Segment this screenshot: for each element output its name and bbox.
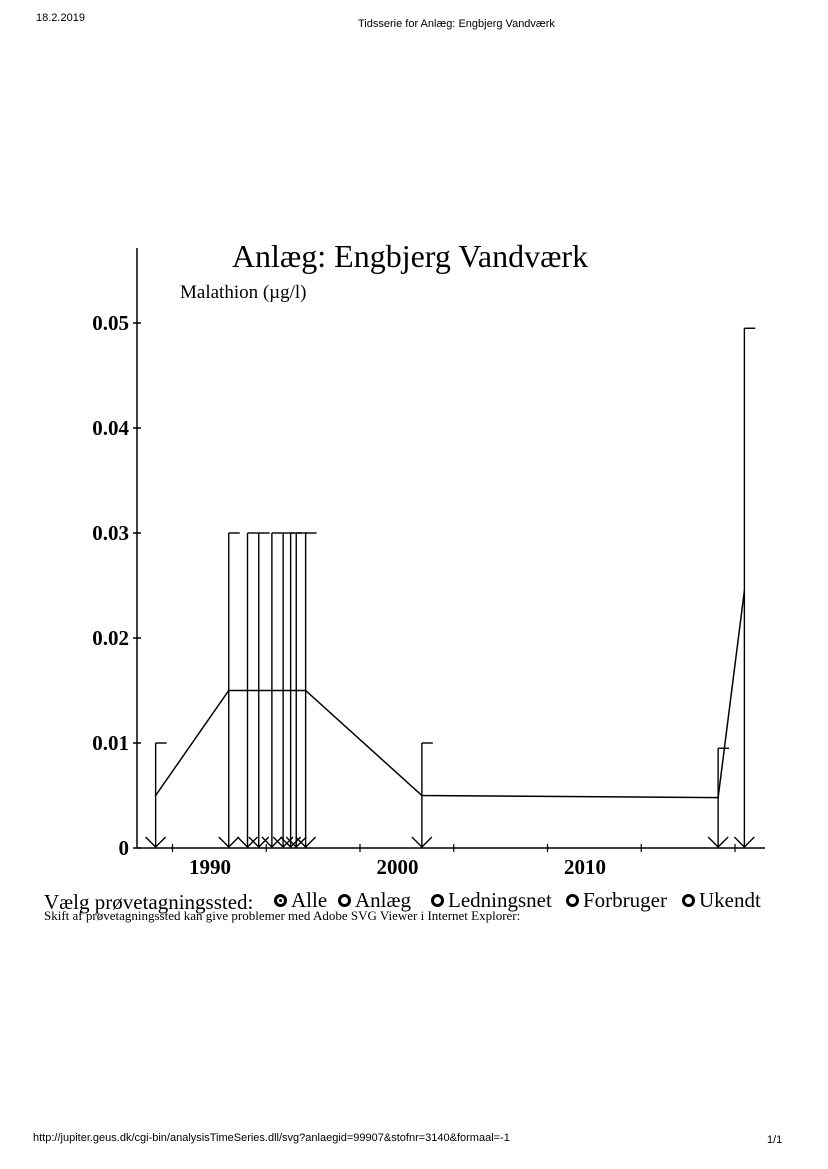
chart-title: Anlæg: Engbjerg Vandværk <box>232 238 588 274</box>
limit-chevron <box>411 836 433 848</box>
series-point <box>717 796 719 799</box>
series-point <box>421 794 423 797</box>
y-tick-label: 0.01 <box>92 731 129 755</box>
radio-unchecked-icon <box>338 894 351 907</box>
viewer-warning: Skift af prøvetagningssted kan give prob… <box>44 908 521 923</box>
radio-label-forbruger: Forbruger <box>583 888 667 912</box>
limit-chevron <box>285 836 307 848</box>
print-date: 18.2.2019 <box>36 12 85 24</box>
y-tick-label: 0.02 <box>92 626 129 650</box>
tick-labels: 0 0.01 0.02 0.03 0.04 0.05 1990 2000 2010 <box>92 311 606 879</box>
radio-label-anlaeg: Anlæg <box>355 888 412 912</box>
axes <box>133 248 765 852</box>
print-title: Tidsserie for Anlæg: Engbjerg Vandværk <box>358 18 555 30</box>
page-number: 1/1 <box>767 1134 783 1146</box>
print-url: http://jupiter.geus.dk/cgi-bin/analysisT… <box>33 1132 510 1144</box>
limit-chevron <box>707 836 729 848</box>
y-axis-label: Malathion (µg/l) <box>180 282 307 303</box>
series-point <box>227 689 230 692</box>
radio-ledningsnet[interactable]: Ledningsnet <box>431 888 552 913</box>
radio-unchecked-icon <box>566 894 579 907</box>
radio-label-ukendt: Ukendt <box>699 888 761 912</box>
limit-chevron <box>218 836 240 848</box>
limit-chevron <box>733 836 755 848</box>
radio-unchecked-icon <box>431 894 444 907</box>
y-tick-label: 0 <box>119 836 130 860</box>
radio-label-alle: Alle <box>291 888 328 912</box>
limit-chevron <box>261 836 283 848</box>
y-tick-label: 0.05 <box>92 311 129 335</box>
radio-checked-icon <box>274 894 287 907</box>
limit-chevron <box>145 836 167 848</box>
series-point <box>743 589 746 592</box>
series-line <box>155 590 746 799</box>
detection-limit-markers <box>145 327 756 848</box>
x-tick-label: 1990 <box>189 855 231 879</box>
series-point <box>154 794 157 797</box>
radio-forbruger[interactable]: Forbruger <box>566 888 667 913</box>
y-tick-label: 0.03 <box>92 521 129 545</box>
series-point <box>304 689 307 692</box>
radio-alle[interactable]: Alle <box>274 888 327 913</box>
limit-chevron <box>280 836 302 848</box>
y-tick-label: 0.04 <box>92 416 129 440</box>
radio-unchecked-icon <box>682 894 695 907</box>
sampling-label: Vælg prøvetagningssted: <box>44 890 254 914</box>
limit-chevron <box>295 836 317 848</box>
timeseries-chart: Anlæg: Engbjerg Vandværk Malathion (µg/l… <box>92 238 765 879</box>
radio-ukendt[interactable]: Ukendt <box>682 888 761 913</box>
radio-anlaeg[interactable]: Anlæg <box>338 888 411 913</box>
radio-label-ledningsnet: Ledningsnet <box>448 888 552 912</box>
data-series <box>154 589 746 799</box>
x-tick-label: 2010 <box>564 855 606 879</box>
x-tick-label: 2000 <box>377 855 419 879</box>
limit-chevron <box>237 836 258 848</box>
